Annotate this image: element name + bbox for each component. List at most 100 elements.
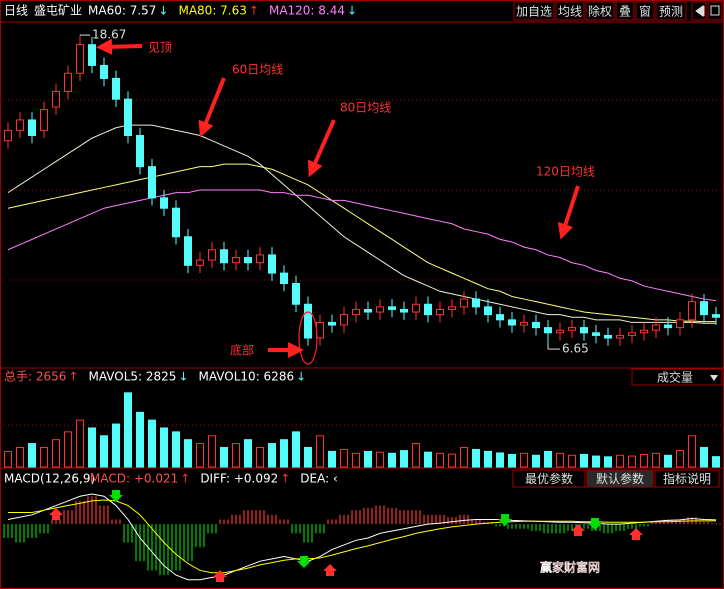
candle-body (436, 308, 444, 316)
indicator-label: DEA: ‹ (300, 472, 337, 486)
candle-body (460, 298, 468, 308)
volume-bar (280, 439, 288, 468)
button-box[interactable] (555, 1, 585, 21)
period: 日线 (4, 4, 28, 18)
volume-bar (316, 435, 324, 468)
stock-name: 盛屯矿业 (34, 3, 82, 18)
candle-body (676, 319, 684, 329)
volume-bar (16, 446, 24, 468)
candle-body (52, 90, 60, 108)
button-box[interactable] (635, 1, 655, 21)
candle-body (640, 329, 648, 334)
volume-bar (508, 454, 516, 468)
candle-body (304, 303, 312, 339)
signal-arrow (588, 518, 602, 530)
candle-body (88, 44, 96, 66)
candle-body (364, 308, 372, 313)
volume-bar (664, 454, 672, 468)
button-box[interactable] (585, 1, 615, 21)
volume-bar (580, 454, 588, 468)
candle-body (244, 257, 252, 264)
candle-body (376, 306, 384, 313)
candle-body (400, 308, 408, 313)
signal-arrow (213, 570, 227, 582)
trend-arrow: ↓ (296, 370, 306, 384)
candle-body (76, 44, 84, 74)
bottom-circle (298, 311, 318, 365)
indicator-label: MA120: 8.44 (269, 4, 345, 18)
volume-bar (688, 435, 696, 468)
volume-bar (520, 452, 528, 468)
volume-bar (460, 446, 468, 468)
volume-bar (148, 419, 156, 468)
chart-layer: 日线 盛屯矿业 MA60: 7.57 ↓ MA80: 7.63 ↑ MA120: 8.44 ↓… (3, 1, 723, 582)
volume-bar (40, 446, 48, 468)
volume-bar (556, 452, 564, 468)
button-box[interactable] (615, 1, 635, 21)
candle-body (4, 129, 12, 142)
button-box[interactable] (513, 1, 555, 21)
ma-line (7, 163, 716, 323)
candle-body (520, 321, 528, 326)
button[interactable]: 最优参数 (525, 471, 573, 486)
volume-bar (568, 454, 576, 468)
signal-arrow (498, 514, 512, 526)
volume-bar (448, 453, 456, 468)
signal-arrow (109, 490, 123, 502)
selector-arrow[interactable] (710, 375, 718, 381)
selector[interactable]: 成交量 (657, 370, 693, 385)
volume-bar (52, 439, 60, 468)
toolbar-icon[interactable] (695, 5, 705, 17)
indicator-label: MAVOL10: 6286 (199, 370, 295, 384)
button-box[interactable] (586, 469, 654, 488)
candle-body (352, 308, 360, 316)
volume-bar (232, 443, 240, 468)
candle-body (148, 166, 156, 199)
button[interactable]: 均线 (558, 5, 582, 19)
volume-bar (640, 454, 648, 468)
candle-body (412, 303, 420, 313)
button[interactable]: 除权 (588, 4, 612, 19)
indicator-label: DIFF: +0.092 (200, 472, 278, 486)
button[interactable]: 指标说明 (663, 471, 711, 486)
candle-body (556, 329, 564, 334)
selector-box[interactable] (631, 368, 723, 386)
button[interactable]: 叠 (619, 5, 631, 19)
indicator-label: MAVOL5: 2825 (88, 370, 176, 384)
candle-body (184, 236, 192, 266)
volume-bar (28, 443, 36, 468)
volume-bar (256, 446, 264, 468)
volume-bar (352, 452, 360, 468)
button-box[interactable] (655, 1, 687, 21)
button[interactable]: 加自选 (516, 5, 552, 19)
volume-bar (172, 431, 180, 468)
trend-arrow: ↓ (158, 4, 168, 18)
volume-bar (100, 435, 108, 468)
signal-arrow (49, 508, 63, 520)
volume-bar (700, 446, 708, 468)
volume-bar (220, 446, 228, 468)
volume-bar (472, 448, 480, 468)
button[interactable]: 预测 (659, 5, 683, 19)
candle-body (256, 254, 264, 264)
candle-body (532, 321, 540, 329)
volume-bar (208, 435, 216, 468)
volume-bar (64, 431, 72, 468)
button[interactable]: 默认参数 (596, 471, 644, 486)
button-box[interactable] (654, 469, 720, 488)
candle-body (40, 109, 48, 131)
watermark: 赢家财富网 (540, 560, 600, 575)
toolbar-icon[interactable] (710, 5, 720, 16)
volume-bar (412, 443, 420, 468)
button[interactable]: 窗 (639, 5, 651, 19)
volume-bar (136, 411, 144, 468)
button-box[interactable] (512, 469, 586, 488)
candle-body (616, 334, 624, 339)
volume-bar (124, 392, 132, 468)
candle-body (220, 249, 228, 264)
toolbar-icon[interactable] (707, 1, 723, 21)
volume-bar (616, 454, 624, 468)
